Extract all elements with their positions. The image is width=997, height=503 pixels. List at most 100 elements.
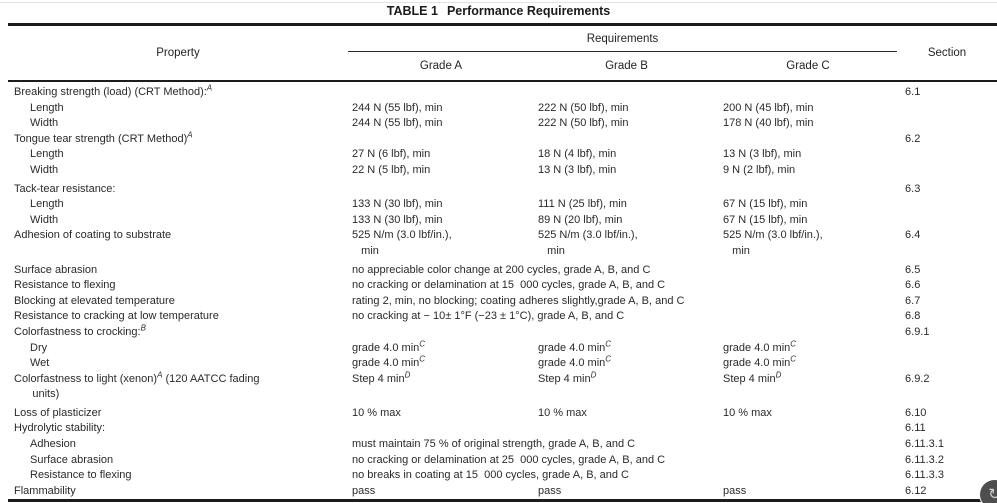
performance-requirements-table: Property Requirements Section Grade A Gr… (8, 23, 997, 503)
grade-c-cell: 9 N (2 lbf), min (723, 163, 796, 176)
table-header: Property Requirements Section Grade A Gr… (8, 24, 997, 81)
property-cell: Tongue tear strength (CRT Method)A (14, 130, 193, 145)
table-title-number: TABLE 1 (386, 4, 438, 18)
empty-cell (348, 421, 897, 437)
section-cell: 6.6 (905, 279, 921, 292)
grade-b-cell: pass (538, 484, 562, 497)
rotate-page-icon: ↻ (980, 480, 997, 503)
section-cell: 6.5 (905, 263, 921, 276)
property-cell: Resistance to flexing (30, 469, 132, 482)
footnote-superscript: C (790, 354, 797, 364)
table-row: Surface abrasion no cracking or delaminat… (8, 453, 997, 469)
property-cell: Breaking strength (load) (CRT Method):A (14, 83, 213, 98)
section-cell: 6.7 (905, 294, 921, 307)
property-cell: Surface abrasion (30, 453, 114, 466)
table-row: Resistance to flexing no cracking or dela… (8, 278, 997, 294)
section-cell: 6.3 (905, 182, 921, 195)
section-column-header: Section (927, 47, 967, 59)
footnote-superscript: C (605, 354, 612, 364)
table-row: Length 27 N (6 lbf), min 18 N (4 lbf), min… (8, 147, 997, 163)
property-cell: Flammability (14, 484, 76, 497)
table-row: Hydrolytic stability: 6.11 (8, 421, 997, 437)
table-row: Blocking at elevated temperature rating 2… (8, 294, 997, 310)
grade-b-column-header: Grade B (605, 60, 648, 72)
section-cell: 6.11.3.2 (905, 453, 944, 466)
table-row: Surface abrasion no appreciable color cha… (8, 260, 997, 279)
scan-edge-line (0, 2, 997, 3)
property-cell: Colorfastness to crocking:B (14, 323, 146, 338)
grade-b-cell: 222 N (50 lbf), min (538, 117, 629, 130)
property-cell: Blocking at elevated temperature (14, 294, 175, 307)
grade-b-cell: 13 N (3 lbf), min (538, 163, 617, 176)
table-row: Breaking strength (load) (CRT Method):A 6… (8, 81, 997, 101)
footnote-superscript: A (157, 370, 163, 380)
span-value-cell: no cracking or delamination at 25 000 cy… (352, 453, 666, 466)
section-cell: 6.1 (905, 86, 921, 98)
property-cell: Adhesion of coating to substrate (14, 229, 172, 242)
grade-c-cell: grade 4.0 minC (723, 338, 797, 354)
grade-b-cell: grade 4.0 minC (538, 338, 612, 354)
property-cell: Colorfastness to light (xenon)A (120 AAT… (14, 370, 260, 401)
span-value-cell: must maintain 75 % of original strength,… (352, 438, 636, 451)
footnote-superscript: D (404, 370, 411, 380)
section-cell (897, 101, 997, 117)
span-value-cell: no cracking or delamination at 15 000 cy… (352, 279, 666, 292)
property-cell: Wet (30, 357, 50, 370)
section-cell: 6.4 (905, 229, 921, 242)
section-cell (897, 213, 997, 229)
grade-c-cell: 13 N (3 lbf), min (723, 148, 802, 161)
table-row: Adhesion must maintain 75 % of original s… (8, 437, 997, 453)
table-row: Colorfastness to light (xenon)A (120 AAT… (8, 370, 997, 403)
grade-a-cell: 244 N (55 lbf), min (352, 117, 443, 130)
table-row: Dry grade 4.0 minC grade 4.0 minC grade 4.0… (8, 338, 997, 357)
section-cell (897, 341, 997, 357)
table-row: Adhesion of coating to substrate 525 N/m … (8, 228, 997, 259)
property-cell: Resistance to flexing (14, 279, 116, 292)
grade-a-cell: 133 N (30 lbf), min (352, 213, 443, 226)
section-cell: 6.8 (905, 310, 921, 323)
grade-a-cell: 22 N (5 lbf), min (352, 163, 431, 176)
grade-c-cell: 67 N (15 lbf), min (723, 198, 808, 211)
table-row: Width 22 N (5 lbf), min 13 N (3 lbf), min 9… (8, 163, 997, 179)
footnote-superscript: B (140, 323, 146, 333)
grade-c-cell: 178 N (40 lbf), min (723, 117, 814, 130)
footnote-superscript: C (419, 338, 426, 348)
property-cell: Width (30, 117, 59, 130)
section-cell: 6.12 (905, 484, 927, 497)
grade-b-cell: Step 4 minD (538, 370, 597, 385)
requirements-column-group-header: Requirements (348, 24, 898, 52)
section-cell (897, 356, 997, 372)
footnote-superscript: D (590, 370, 597, 380)
grade-b-cell: 18 N (4 lbf), min (538, 148, 617, 161)
table-row: Tack-tear resistance: 6.3 (8, 179, 997, 198)
grade-b-cell: 10 % max (538, 406, 587, 419)
section-cell: 6.11.3.1 (905, 438, 944, 451)
section-cell: 6.10 (905, 406, 927, 419)
grade-a-cell: grade 4.0 minC (352, 338, 426, 354)
table-row: Length 244 N (55 lbf), min 222 N (50 lbf),… (8, 101, 997, 117)
table-row: Tongue tear strength (CRT Method)A 6.2 (8, 130, 997, 148)
footnote-superscript: C (605, 338, 612, 348)
span-value-cell: no breaks in coating at 15 000 cycles, g… (352, 469, 630, 482)
section-cell: 6.9.2 (905, 372, 930, 385)
table-row: Wet grade 4.0 minC grade 4.0 minC grade 4.0… (8, 354, 997, 372)
span-value-cell: rating 2, min, no blocking; coating adhe… (352, 294, 685, 307)
property-cell: Length (30, 148, 64, 161)
span-value-cell: no cracking at − 10± 1°F (−23 ± 1°C), gr… (352, 310, 625, 323)
empty-cell (348, 179, 897, 198)
grade-c-cell: 525 N/m (3.0 lbf/in.), min (723, 229, 823, 257)
grade-c-cell: grade 4.0 minC (723, 354, 797, 370)
property-cell: Surface abrasion (14, 263, 98, 276)
empty-cell (348, 81, 897, 101)
table-row: Length 133 N (30 lbf), min 111 N (25 lbf),… (8, 197, 997, 213)
section-cell: 6.2 (905, 132, 921, 145)
property-cell: Width (30, 163, 59, 176)
grade-a-column-header: Grade A (419, 60, 463, 72)
property-cell: Length (30, 101, 64, 114)
property-cell: Loss of plasticizer (14, 406, 102, 419)
section-cell (897, 116, 997, 132)
grade-c-cell: 10 % max (723, 406, 772, 419)
table-body: Breaking strength (load) (CRT Method):A 6… (8, 81, 997, 501)
property-cell: Width (30, 213, 59, 226)
footnote-superscript: A (187, 130, 193, 140)
